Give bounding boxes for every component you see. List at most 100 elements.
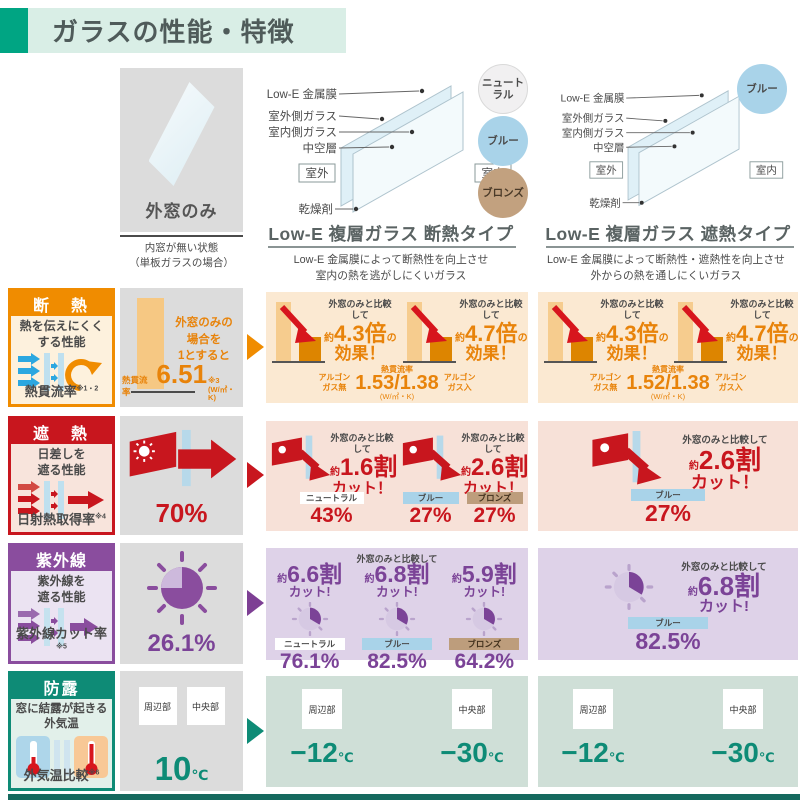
- sun-through-glass-icon: [129, 429, 236, 487]
- category-heat-shielding: 遮 熱 日差しを 遮る性能 日射熱取得率※4: [8, 416, 115, 535]
- label-inside: 室内: [756, 164, 777, 177]
- label-perimeter: 周辺部: [138, 687, 177, 725]
- category-uv-desc: 紫外線を 遮る性能: [37, 574, 86, 604]
- color-chip-neutral: ニュートラル: [478, 64, 528, 114]
- insulation-type-title: Low-E 複層ガラス 断熱タイプ: [268, 224, 514, 244]
- category-anti-condensation: 防露 窓に結露が起きる 外気温 外気温比較※6: [8, 671, 115, 791]
- page-title: ガラスの性能・特徴: [52, 17, 295, 47]
- uv-sun-small-icon: [604, 564, 654, 610]
- shielding-type-row2-panel: 外窓のみと比較して 約2.6割 カット！ ブルー 27%: [538, 421, 798, 531]
- lowe-glass-diagram-insulation: Low-E 金属膜 室外側ガラス 室内側ガラス 中空層 室外 室内 乾燥剤: [267, 85, 512, 216]
- color-chip-blue: ブルー: [478, 116, 528, 166]
- category-heat-shielding-desc: 日差しを 遮る性能: [37, 447, 86, 477]
- bar-drop-chart-icon: [674, 302, 727, 363]
- page-header: ガラスの性能・特徴: [28, 8, 346, 53]
- label-inner-glass: 室内側ガラス: [562, 126, 625, 139]
- divider: [268, 246, 516, 248]
- uv-cut-panel-neutral: 約6.6割 カット! ニュートラル 76.1%: [266, 563, 353, 672]
- category-insulation-desc: 熱を伝えにくく する性能: [19, 319, 104, 349]
- result-blue: ブルー 27%: [631, 488, 705, 525]
- uv-sun-small-icon: [466, 601, 503, 636]
- category-heat-shielding-title: 遮 熱: [11, 419, 112, 444]
- uv-sun-pie-icon: [146, 551, 217, 625]
- sun-blocked-icon: [271, 435, 331, 481]
- bar-drop-chart-icon: [544, 302, 597, 363]
- shielding-type-row1-panel: 外窓のみと比較して 約4.3倍の 効果！ 外窓のみと比較して 約4.7倍の 効果…: [538, 292, 799, 403]
- right-arrow-icon: [247, 462, 264, 488]
- category-anti-condensation-desc: 窓に結露が起きる 外気温: [15, 703, 108, 730]
- u-value-comparison: アルゴン ガス無 熱貫流率 1.53/1.38 (W/㎡・K) アルゴン ガス入: [318, 364, 476, 401]
- category-anti-condensation-title: 防露: [11, 674, 112, 699]
- insulation-type-row3-panel: 外窓のみと比較して 約6.6割 カット! ニュートラル 76.1%: [266, 548, 528, 672]
- metric-outdoor-temp: 外気温比較※6: [23, 768, 100, 783]
- effect-panel-no-argon: 外窓のみと比較して 約4.3倍の 効果！: [266, 297, 397, 367]
- label-lowe-film: Low-E 金属膜: [561, 92, 625, 105]
- label-outside: 室外: [596, 164, 617, 177]
- label-lowe-film: Low-E 金属膜: [267, 87, 337, 101]
- effect-panel-argon: 外窓のみと比較して 約4.7倍の 効果！: [668, 297, 799, 367]
- uv-arrows-icon: [17, 608, 98, 647]
- baseline-uv-value: 26.1%: [147, 630, 216, 657]
- insulation-type-row4-panel: 周辺部 −12℃ 中央部 −30℃: [266, 676, 528, 787]
- baseline-heat-value: 70%: [155, 498, 208, 528]
- label-center: 中央部: [186, 687, 225, 725]
- outer-only-note-line2: （単板ガラスの場合）: [129, 257, 234, 270]
- insulation-type-desc-line1: Low-E 金属膜によって断熱性を向上させ: [293, 254, 489, 266]
- insulation-type-desc-line2: 室内の熱を逃がしにくいガラス: [315, 270, 467, 283]
- sun-blocked-icon: [592, 431, 662, 485]
- single-glass-icon: [148, 82, 215, 186]
- baseline-uv-panel: 26.1%: [120, 543, 243, 664]
- baseline-note: 外窓のみの 場合を 1とすると: [175, 317, 233, 363]
- u-value-baseline: 熱貫流率 6.51 ※3 (W/㎡・K): [122, 359, 235, 402]
- outer-only-label: 外窓のみ: [145, 202, 218, 221]
- color-chip-blue-shielding: ブルー: [737, 64, 787, 114]
- heat-cut-panel-blue-bronze: 外窓のみと比較して 約2.6割 カット！ ブルー 27% ブロンズ 27%: [397, 421, 528, 531]
- temp-center: 中央部 −30℃: [695, 689, 791, 767]
- baseline-condensation-panel: 周辺部 中央部 10℃: [120, 671, 243, 791]
- label-desiccant: 乾燥剤: [299, 202, 334, 216]
- category-uv-title: 紫外線: [11, 546, 112, 571]
- label-inner-glass: 室内側ガラス: [268, 125, 337, 139]
- uv-cut-panel-bronze: 約5.9割 カット! ブロンズ 64.2%: [441, 563, 528, 672]
- metric-u-value: 熱貫流率※1・2: [24, 384, 99, 399]
- baseline-insulation-panel: 外窓のみの 場合を 1とすると 熱貫流率 6.51 ※3 (W/㎡・K): [120, 288, 243, 407]
- label-outside: 室外: [306, 166, 329, 180]
- metric-solar-heat-gain: 日射熱取得率※4: [17, 512, 106, 527]
- insulation-type-desc: Low-E 金属膜によって断熱性を向上させ 室内の熱を逃がしにくいガラス: [250, 252, 532, 284]
- baseline-axis: [131, 391, 195, 393]
- label-outer-glass: 室外側ガラス: [562, 112, 625, 125]
- temp-perimeter: 周辺部 −12℃: [545, 689, 641, 767]
- outer-only-note-line1: 内窓が無い状態: [144, 242, 219, 254]
- right-arrow-icon: [247, 334, 264, 360]
- color-chip-bronze: ブロンズ: [478, 168, 528, 218]
- insulation-arrows-icon: [17, 353, 102, 392]
- right-arrow-icon: [247, 718, 264, 744]
- heat-cut-panel-neutral: 外窓のみと比較して 約1.6割 カット！ ニュートラル 43%: [266, 421, 397, 531]
- label-outer-glass: 室外側ガラス: [268, 109, 337, 123]
- uv-sun-small-icon: [378, 601, 416, 636]
- lowe-glass-diagram-shielding: Low-E 金属膜 室外側ガラス 室内側ガラス 中空層 室外 室内 乾燥剤: [561, 90, 784, 209]
- effect-panel-no-argon: 外窓のみと比較して 約4.3倍の 効果！: [538, 297, 669, 367]
- header-accent-square: [0, 8, 28, 53]
- outer-window-only-panel: 外窓のみ: [120, 68, 243, 232]
- baseline-bar-icon: [137, 298, 164, 389]
- thermometers-icon: [15, 735, 108, 778]
- heat-arrows-icon: [17, 481, 104, 520]
- bottom-accent-bar: [8, 794, 800, 800]
- divider: [120, 235, 243, 237]
- label-desiccant: 乾燥剤: [589, 196, 620, 209]
- effect-panel-argon: 外窓のみと比較して 約4.7倍の 効果！: [397, 297, 528, 367]
- category-uv: 紫外線 紫外線を 遮る性能 紫外線カット率※5: [8, 543, 115, 664]
- insulation-type-row2-panel: 外窓のみと比較して 約1.6割 カット！ ニュートラル 43% 外窓のみと比較し…: [266, 421, 528, 531]
- sun-blocked-icon: [402, 435, 462, 481]
- result-blue: ブルー 82.5%: [628, 616, 708, 653]
- category-insulation: 断 熱 熱を伝えにくく する性能 熱貫流率※1・2: [8, 288, 115, 407]
- baseline-temp-value: 10℃: [154, 750, 209, 787]
- shielding-type-title: Low-E 複層ガラス 遮熱タイプ: [545, 224, 791, 244]
- label-air-layer: 中空層: [303, 141, 338, 155]
- shielding-type-row4-panel: 周辺部 −12℃ 中央部 −30℃: [538, 676, 798, 787]
- outer-only-note: 内窓が無い状態 （単板ガラスの場合）: [104, 241, 259, 271]
- shielding-type-row3-panel: 外窓のみと比較して 約6.8割 カット! ブルー 82.5%: [538, 548, 798, 660]
- bar-drop-chart-icon: [403, 302, 456, 363]
